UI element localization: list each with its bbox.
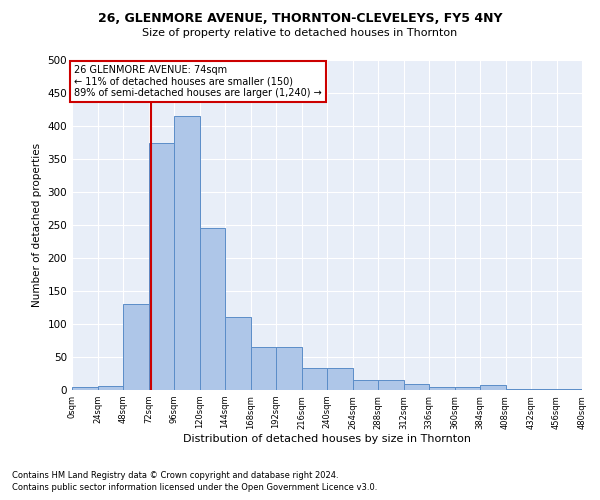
Bar: [199, 228, 225, 390]
Bar: [251, 347, 276, 390]
Bar: [149, 142, 174, 390]
Bar: [97, 386, 123, 390]
Bar: [327, 368, 353, 390]
Bar: [378, 380, 404, 390]
Bar: [72, 386, 97, 390]
Text: 26 GLENMORE AVENUE: 74sqm
← 11% of detached houses are smaller (150)
89% of semi: 26 GLENMORE AVENUE: 74sqm ← 11% of detac…: [74, 64, 322, 98]
Bar: [174, 116, 199, 390]
Bar: [455, 388, 480, 390]
Bar: [225, 316, 251, 390]
Text: Size of property relative to detached houses in Thornton: Size of property relative to detached ho…: [142, 28, 458, 38]
Bar: [480, 386, 505, 390]
Text: Contains public sector information licensed under the Open Government Licence v3: Contains public sector information licen…: [12, 484, 377, 492]
Y-axis label: Number of detached properties: Number of detached properties: [32, 143, 42, 307]
Text: Contains HM Land Registry data © Crown copyright and database right 2024.: Contains HM Land Registry data © Crown c…: [12, 471, 338, 480]
Bar: [404, 384, 429, 390]
Bar: [123, 304, 149, 390]
Bar: [276, 347, 302, 390]
Bar: [353, 380, 378, 390]
Text: 26, GLENMORE AVENUE, THORNTON-CLEVELEYS, FY5 4NY: 26, GLENMORE AVENUE, THORNTON-CLEVELEYS,…: [98, 12, 502, 26]
Bar: [429, 388, 455, 390]
X-axis label: Distribution of detached houses by size in Thornton: Distribution of detached houses by size …: [183, 434, 471, 444]
Bar: [302, 368, 327, 390]
